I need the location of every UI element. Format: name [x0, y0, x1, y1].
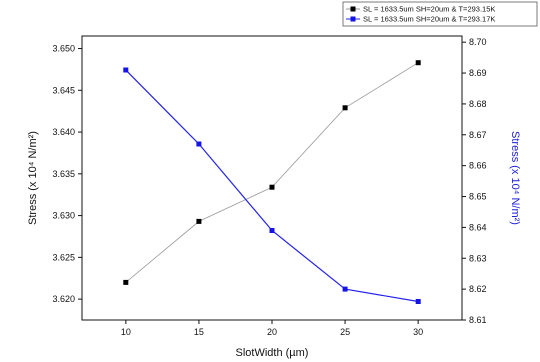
series-0-line — [125, 62, 419, 283]
left-tick-label-5: 3.645 — [52, 85, 75, 95]
right-tick-label-5: 8.66 — [469, 161, 487, 171]
series-layer — [123, 60, 421, 304]
left-tick-label-6: 3.650 — [52, 44, 75, 54]
right-tick-label-8: 8.69 — [469, 68, 487, 78]
series-0-point-3 — [342, 105, 348, 111]
series-1-point-0 — [123, 67, 129, 73]
x-tick-label-4: 30 — [413, 327, 423, 337]
series-0-point-2 — [269, 184, 275, 190]
x-axis: 10 15 20 25 30 — [121, 320, 423, 337]
right-y-axis-title: Stress (x 10⁴ N/m²) — [509, 131, 521, 225]
left-tick-label-0: 3.620 — [52, 294, 75, 304]
x-tick-label-2: 20 — [267, 327, 277, 337]
right-tick-label-2: 8.63 — [469, 253, 487, 263]
left-tick-label-1: 3.625 — [52, 252, 75, 262]
right-tick-label-7: 8.68 — [469, 99, 487, 109]
series-1-point-2 — [269, 228, 275, 233]
right-tick-label-6: 8.67 — [469, 130, 487, 140]
left-tick-label-3: 3.635 — [52, 169, 75, 179]
x-tick-label-3: 25 — [340, 327, 350, 337]
legend: SL = 1633.5um SH=20um & T=293.15K SL = 1… — [342, 1, 538, 27]
series-0-point-0 — [123, 279, 129, 285]
right-tick-label-9: 8.70 — [469, 37, 487, 47]
series-1-point-1 — [196, 141, 202, 147]
right-tick-label-4: 8.65 — [469, 192, 487, 202]
x-tick-label-0: 10 — [121, 327, 131, 337]
series-0-point-1 — [196, 218, 202, 224]
legend-box — [342, 1, 538, 27]
x-tick-label-1: 15 — [194, 327, 204, 337]
right-tick-label-0: 8.61 — [469, 315, 487, 325]
right-tick-label-3: 8.64 — [469, 222, 487, 232]
legend-marker-1 — [350, 6, 356, 12]
right-tick-label-1: 8.62 — [469, 284, 487, 294]
x-axis-title: SlotWidth (µm) — [236, 347, 309, 359]
plot-frame — [81, 35, 463, 321]
left-y-axis-title: Stress (x 10⁴ N/m²) — [27, 131, 39, 225]
left-tick-label-4: 3.640 — [52, 127, 75, 137]
legend-label-2: SL = 1633.5um SH=20um & T=293.17K — [363, 15, 495, 24]
left-y-axis: 3.620 3.625 3.630 3.635 3.640 3.645 3.650 — [52, 44, 82, 304]
left-tick-label-2: 3.630 — [52, 211, 75, 221]
series-1-point-3 — [342, 286, 348, 292]
legend-label-1: SL = 1633.5um SH=20um & T=293.15K — [363, 5, 495, 14]
series-0-point-4 — [415, 60, 421, 66]
legend-marker-2 — [350, 16, 356, 22]
series-1-point-4 — [415, 299, 421, 304]
right-y-axis: 8.61 8.62 8.63 8.64 8.65 8.66 8.67 8.68 8.69 8.70 — [462, 37, 487, 325]
